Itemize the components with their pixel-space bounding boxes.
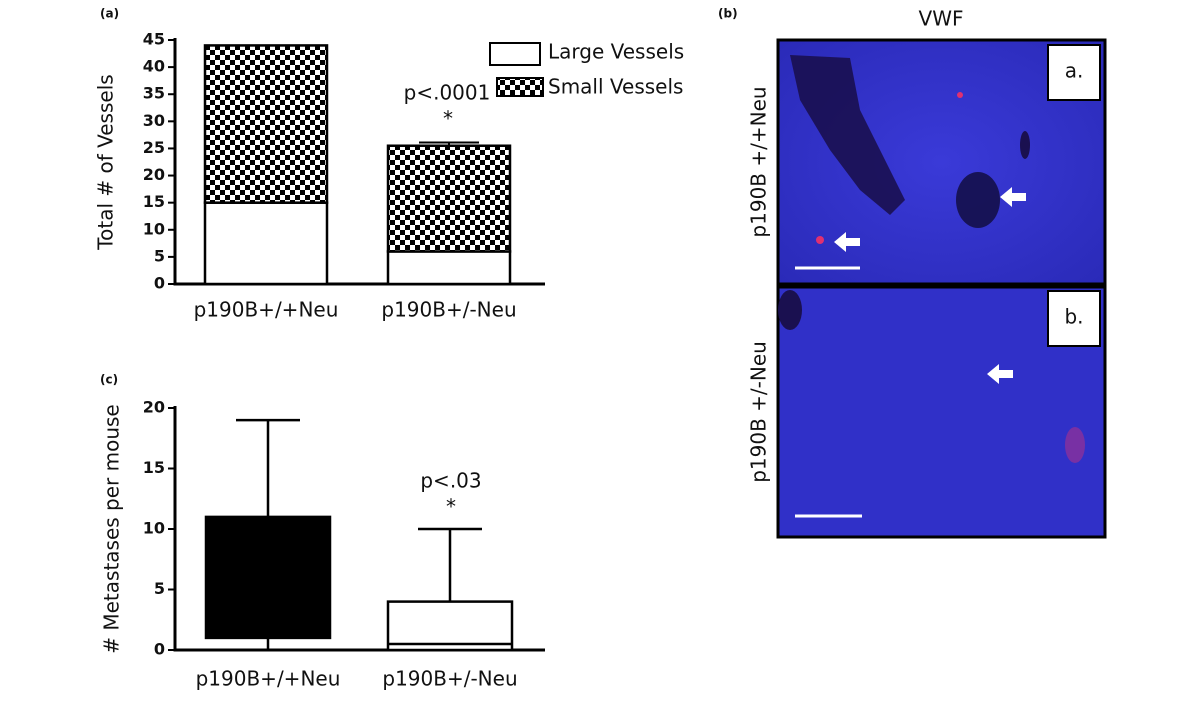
- y-axis-label: # Metastases per mouse: [100, 404, 124, 654]
- y-tick-label: 35: [143, 84, 165, 103]
- y-tick-label: 15: [143, 192, 165, 211]
- image-tag: a.: [1065, 59, 1084, 83]
- y-tick-label: 20: [143, 165, 165, 184]
- panel-label: (c): [100, 373, 118, 387]
- y-tick-label: 5: [154, 246, 165, 265]
- x-tick-label: p190B+/+Neu: [196, 667, 341, 691]
- y-axis-label: Total # of Vessels: [94, 74, 118, 250]
- bar-segment: [386, 250, 512, 286]
- x-tick-label: p190B+/-Neu: [381, 298, 516, 322]
- image-b: [776, 285, 1107, 539]
- bar-segment: [203, 201, 329, 286]
- panel-title: VWF: [919, 7, 964, 31]
- y-tick-label: 25: [143, 138, 165, 157]
- legend-swatch: [489, 42, 541, 66]
- legend-swatch: [496, 77, 544, 97]
- y-tick-label: 45: [143, 30, 165, 49]
- legend-label: Small Vessels: [548, 75, 683, 99]
- y-tick-label: 40: [143, 57, 165, 76]
- panel-label: (a): [100, 7, 119, 21]
- legend-label: Large Vessels: [548, 40, 684, 64]
- y-tick-label: 10: [143, 219, 165, 238]
- y-tick-label: 5: [154, 579, 165, 598]
- image-a: [776, 38, 1107, 286]
- y-tick-label: 20: [143, 398, 165, 417]
- bar-segment: [386, 144, 512, 253]
- y-tick-label: 0: [154, 640, 165, 659]
- x-tick-label: p190B+/-Neu: [382, 667, 517, 691]
- box: [204, 515, 332, 640]
- box: [386, 600, 514, 652]
- row-label: p190B +/-Neu: [747, 341, 771, 483]
- annotation: p<.0001: [404, 81, 491, 105]
- y-tick-label: 15: [143, 458, 165, 477]
- x-tick-label: p190B+/+Neu: [194, 298, 339, 322]
- panel-label: (b): [718, 7, 738, 21]
- image-tag: b.: [1064, 305, 1083, 329]
- bar-segment: [203, 44, 329, 204]
- y-tick-label: 30: [143, 111, 165, 130]
- annotation: p<.03: [420, 469, 481, 493]
- significance: *: [443, 107, 453, 131]
- y-tick-label: 0: [154, 274, 165, 293]
- row-label: p190B +/+Neu: [747, 86, 771, 237]
- significance: *: [446, 495, 456, 519]
- y-tick-label: 10: [143, 519, 165, 538]
